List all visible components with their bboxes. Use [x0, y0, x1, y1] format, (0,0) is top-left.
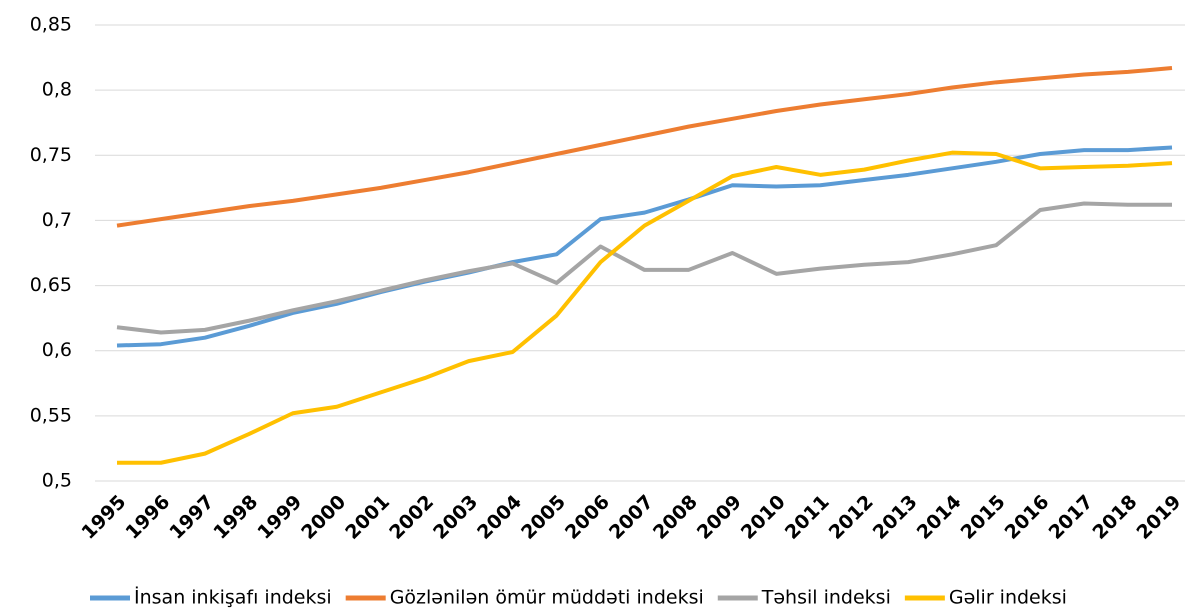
legend-label: Təhsil indeksi [761, 587, 891, 609]
x-tick-label: 2008 [649, 491, 702, 544]
series-line [116, 145, 1173, 348]
x-tick-label: 2005 [517, 491, 570, 544]
x-tick-label: 2011 [781, 491, 834, 544]
x-tick-label: 2004 [473, 491, 526, 544]
legend-label: İnsan inkişafı indeksi [134, 586, 332, 609]
x-tick-label: 2000 [297, 491, 350, 544]
x-tick-label: 2006 [561, 491, 614, 544]
y-tick-label: 0,7 [42, 209, 72, 231]
x-tick-label: 1999 [253, 491, 306, 544]
x-tick-label: 2019 [1132, 491, 1185, 544]
y-tick-label: 0,65 [30, 274, 72, 296]
y-tick-label: 0,8 [42, 79, 72, 101]
x-tick-label: 1996 [121, 491, 174, 544]
legend-label: Gözlənilən ömür müddəti indeksi [390, 587, 704, 609]
x-tick-label: 2010 [737, 491, 790, 544]
series-line [116, 201, 1172, 335]
legend-label: Gəlir indeksi [949, 587, 1067, 609]
x-tick-label: 2007 [605, 491, 658, 544]
y-tick-label: 0,75 [30, 144, 72, 166]
x-tick-label: 2002 [385, 491, 438, 544]
y-tick-label: 0,85 [30, 14, 72, 36]
x-tick-label: 2016 [1001, 491, 1054, 544]
y-tick-label: 0,5 [42, 470, 72, 492]
x-tick-label: 1997 [165, 491, 218, 544]
x-tick-label: 2017 [1045, 491, 1098, 544]
x-tick-label: 2013 [869, 491, 922, 544]
x-tick-label: 2009 [693, 491, 746, 544]
x-tick-label: 2015 [957, 491, 1010, 544]
x-tick-label: 1995 [77, 491, 130, 544]
series-line [117, 150, 1173, 465]
y-tick-label: 0,6 [42, 339, 72, 361]
x-tick-label: 2012 [825, 491, 878, 544]
x-tick-label: 2014 [913, 491, 966, 544]
series-line [116, 66, 1173, 228]
x-tick-label: 2001 [341, 491, 394, 544]
y-tick-label: 0,55 [30, 404, 72, 426]
x-tick-label: 1998 [209, 491, 262, 544]
x-tick-label: 2003 [429, 491, 482, 544]
x-tick-label: 2018 [1089, 491, 1142, 544]
